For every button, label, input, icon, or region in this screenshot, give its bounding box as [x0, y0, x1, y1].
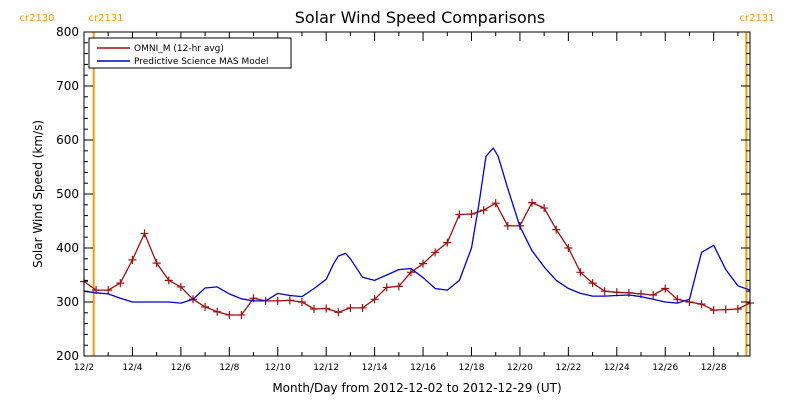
- data-point-0-6: [152, 259, 161, 268]
- data-point-0-48: [661, 284, 670, 293]
- data-point-0-27: [406, 268, 415, 277]
- y-axis-label: Solar Wind Speed (km/s): [31, 120, 45, 268]
- data-point-0-2: [104, 286, 113, 295]
- data-point-0-17: [285, 296, 294, 305]
- x-tick-label-4: 12/10: [265, 363, 291, 373]
- data-point-0-40: [564, 244, 573, 252]
- y-tick-label-5: 700: [56, 79, 79, 93]
- x-tick-label-3: 12/8: [219, 363, 239, 373]
- series-layer: [80, 147, 754, 319]
- data-point-0-38: [540, 204, 549, 213]
- data-point-0-51: [697, 300, 706, 309]
- legend: OMNI_M (12-hr avg) Predictive Science MA…: [88, 37, 292, 69]
- data-point-0-53: [721, 305, 730, 314]
- data-point-0-43: [600, 287, 609, 296]
- legend-label-omni: OMNI_M (12-hr avg): [134, 44, 224, 54]
- data-point-0-20: [322, 304, 331, 313]
- cr-label-1-left: cr2131: [739, 13, 774, 24]
- data-point-0-26: [394, 282, 403, 291]
- data-point-0-34: [491, 199, 500, 208]
- x-tick-label-0: 12/2: [74, 363, 94, 373]
- data-point-0-32: [467, 209, 476, 218]
- data-point-0-41: [576, 268, 585, 277]
- legend-box: [88, 37, 292, 69]
- x-tick-label-5: 12/12: [313, 363, 339, 373]
- y-tick-label-4: 600: [56, 133, 79, 147]
- y-axis: 200 300 400 500 600 700 800: [56, 25, 750, 363]
- x-tick-label-11: 12/24: [604, 363, 630, 373]
- data-point-0-29: [431, 248, 440, 257]
- cr-label-0-left: cr2130: [19, 13, 54, 24]
- data-point-0-16: [273, 296, 282, 305]
- series-line-1: [83, 147, 751, 304]
- data-point-0-5: [140, 229, 149, 238]
- data-point-0-4: [128, 255, 137, 264]
- data-point-0-21: [334, 308, 343, 317]
- chart-title: Solar Wind Speed Comparisons: [295, 8, 546, 27]
- legend-label-mas-model: Predictive Science MAS Model: [134, 57, 269, 67]
- data-point-0-31: [455, 210, 464, 219]
- x-tick-label-6: 12/14: [362, 363, 388, 373]
- y-tick-label-2: 400: [56, 241, 79, 255]
- data-point-0-10: [201, 302, 210, 311]
- data-point-0-47: [649, 290, 658, 299]
- data-point-0-35: [503, 221, 512, 230]
- x-tick-label-2: 12/6: [171, 363, 191, 373]
- data-point-0-33: [479, 206, 488, 215]
- data-point-0-52: [709, 306, 718, 315]
- y-tick-label-0: 200: [56, 349, 79, 363]
- data-point-0-37: [528, 198, 537, 207]
- data-point-0-54: [733, 305, 742, 314]
- x-tick-label-12: 12/26: [652, 363, 678, 373]
- y-tick-label-6: 800: [56, 25, 79, 39]
- data-point-0-30: [443, 238, 452, 247]
- data-point-0-13: [237, 310, 246, 319]
- y-tick-label-3: 500: [56, 187, 79, 201]
- x-axis: 12/2 12/4 12/6 12/8 12/10 12/12 12/14 12/16 12/1…: [74, 32, 739, 373]
- data-point-0-18: [297, 298, 306, 306]
- data-point-0-28: [419, 259, 428, 268]
- x-tick-label-7: 12/16: [410, 363, 436, 373]
- cr-label-0-right: cr2131: [88, 13, 123, 24]
- data-point-0-8: [176, 282, 185, 291]
- x-tick-label-8: 12/18: [459, 363, 485, 373]
- data-point-0-11: [213, 307, 222, 316]
- y-tick-label-1: 300: [56, 295, 79, 309]
- data-point-0-22: [346, 303, 355, 312]
- data-point-0-3: [116, 279, 125, 288]
- data-point-0-49: [673, 295, 682, 304]
- x-axis-label: Month/Day from 2012-12-02 to 2012-12-29 …: [272, 381, 561, 395]
- data-point-0-39: [552, 225, 561, 234]
- data-point-0-42: [588, 279, 597, 288]
- data-point-0-24: [370, 295, 379, 304]
- x-tick-label-10: 12/22: [555, 363, 581, 373]
- data-point-0-23: [358, 303, 367, 312]
- x-tick-label-13: 12/28: [701, 363, 727, 373]
- data-point-0-12: [225, 310, 234, 319]
- data-point-0-7: [164, 276, 173, 285]
- data-point-0-25: [382, 283, 391, 292]
- x-tick-label-9: 12/20: [507, 363, 533, 373]
- data-point-0-19: [310, 305, 319, 314]
- x-tick-label-1: 12/4: [122, 363, 142, 373]
